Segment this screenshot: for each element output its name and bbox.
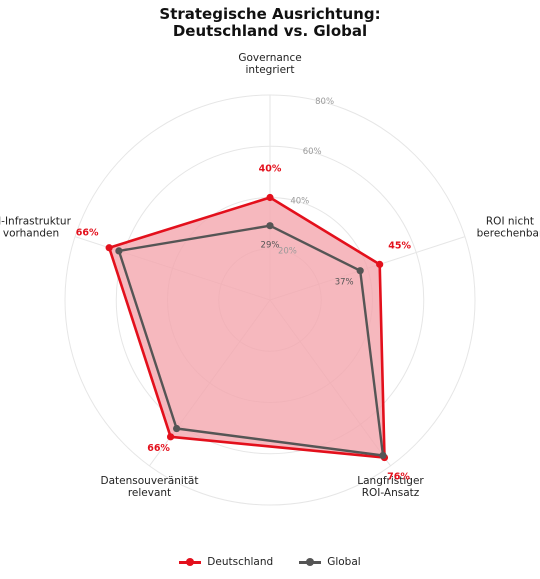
series-point-global-4 bbox=[115, 247, 123, 255]
value-label-deutschland-0: 40% bbox=[259, 164, 282, 175]
series-point-deutschland-4 bbox=[105, 244, 113, 252]
category-label-1-1: berechenbar bbox=[477, 228, 540, 240]
chart-title-line2: Deutschland vs. Global bbox=[172, 22, 368, 40]
legend: Deutschland Global bbox=[0, 556, 540, 568]
value-label-deutschland-3: 66% bbox=[147, 443, 170, 454]
legend-swatch-deutschland bbox=[179, 557, 202, 567]
legend-item-deutschland[interactable]: Deutschland bbox=[179, 556, 273, 568]
legend-label-deutschland: Deutschland bbox=[207, 556, 274, 568]
series-point-deutschland-1 bbox=[376, 260, 384, 268]
series-point-deutschland-3 bbox=[166, 433, 175, 441]
value-label-global-0: 29% bbox=[261, 241, 280, 251]
legend-label-global: Global bbox=[327, 556, 361, 568]
value-label-deutschland-1: 45% bbox=[388, 240, 411, 251]
ring-label-60: 60% bbox=[303, 147, 322, 157]
category-label-4-0: KI-Infrastruktur bbox=[0, 216, 72, 228]
ring-label-20: 20% bbox=[278, 246, 297, 256]
ring-label-40: 40% bbox=[290, 197, 309, 207]
category-label-2-0: Langfristiger bbox=[357, 475, 424, 487]
category-label-3-1: relevant bbox=[128, 487, 171, 499]
category-label-2-1: ROI-Ansatz bbox=[362, 487, 420, 499]
category-label-1-0: ROI nicht bbox=[486, 216, 534, 228]
category-label-3-0: Datensouveränität bbox=[101, 475, 199, 487]
category-label-0-0: Governance bbox=[238, 52, 301, 64]
chart-title: Strategische Ausrichtung: Deutschland vs… bbox=[0, 6, 540, 40]
value-label-deutschland-4: 66% bbox=[76, 228, 99, 239]
series-line-deutschland bbox=[107, 196, 386, 459]
series-point-global-0 bbox=[266, 222, 274, 230]
series-point-global-2 bbox=[379, 451, 387, 460]
series-line-global bbox=[117, 224, 385, 457]
legend-item-global[interactable]: Global bbox=[299, 556, 361, 568]
category-label-0-1: integriert bbox=[246, 64, 295, 76]
value-label-global-1: 37% bbox=[335, 278, 354, 288]
series-point-global-3 bbox=[173, 424, 181, 433]
legend-swatch-global bbox=[299, 557, 322, 567]
chart-title-line1: Strategische Ausrichtung: bbox=[159, 5, 381, 23]
radar-series bbox=[105, 193, 389, 462]
category-label-4-1: vorhanden bbox=[3, 228, 59, 240]
series-point-global-1 bbox=[356, 267, 364, 275]
value-label-deutschland-2: 76% bbox=[387, 472, 410, 483]
series-area-deutschland bbox=[109, 197, 385, 458]
ring-label-80: 80% bbox=[315, 97, 334, 107]
series-point-deutschland-0 bbox=[266, 193, 274, 202]
